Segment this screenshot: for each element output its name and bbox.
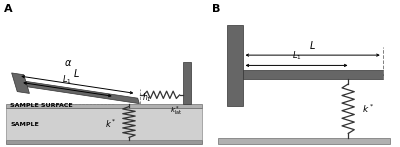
Bar: [227, 25, 242, 106]
Polygon shape: [20, 80, 139, 104]
Bar: [6, 104, 202, 108]
Text: $\alpha$: $\alpha$: [64, 58, 73, 68]
Bar: [242, 70, 383, 79]
Text: $k^*$: $k^*$: [104, 118, 116, 130]
Text: $k^*_{\mathrm{lat}}$: $k^*_{\mathrm{lat}}$: [170, 105, 182, 118]
Text: $L_1$: $L_1$: [292, 50, 302, 62]
Bar: [183, 62, 191, 104]
Text: $L_1$: $L_1$: [62, 74, 72, 86]
Polygon shape: [12, 73, 30, 93]
Text: $k^*$: $k^*$: [362, 103, 374, 115]
Text: $L$: $L$: [309, 39, 316, 51]
Text: SAMPLE SURFACE: SAMPLE SURFACE: [10, 103, 73, 108]
Bar: [6, 140, 202, 144]
Text: B: B: [212, 4, 220, 14]
Text: $L$: $L$: [73, 67, 80, 79]
Text: A: A: [4, 4, 13, 14]
Bar: [6, 108, 202, 140]
Text: $h_1$: $h_1$: [142, 91, 152, 104]
Text: SAMPLE: SAMPLE: [10, 122, 39, 127]
Bar: [218, 138, 390, 144]
